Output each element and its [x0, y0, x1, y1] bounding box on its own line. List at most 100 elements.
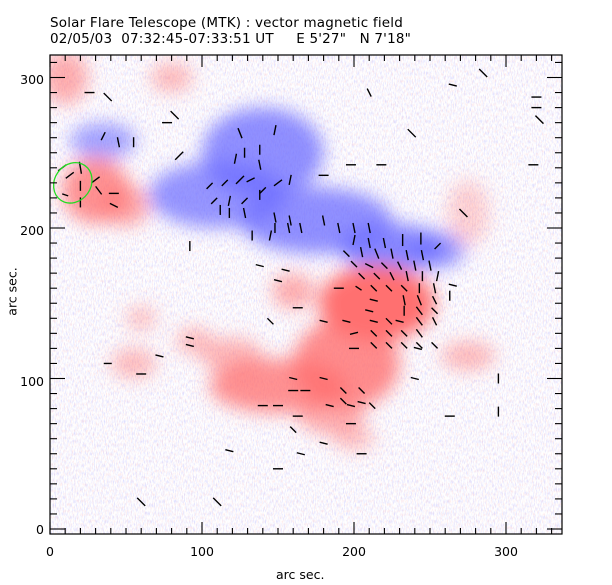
- positive-polarity-region: [103, 184, 149, 227]
- field-vector: [246, 177, 255, 183]
- field-vector: [91, 176, 101, 184]
- positive-polarity-region: [126, 306, 157, 331]
- field-vector: [370, 329, 378, 337]
- field-vector: [109, 202, 119, 209]
- field-vector: [431, 295, 438, 305]
- x-tick-label: 0: [46, 544, 54, 559]
- field-vector: [400, 329, 408, 337]
- field-vector: [410, 376, 419, 381]
- field-vector: [136, 497, 146, 507]
- field-vector: [369, 298, 378, 302]
- field-vector: [434, 242, 442, 250]
- field-vector: [352, 234, 356, 246]
- field-vector: [242, 207, 247, 219]
- field-vector: [373, 272, 381, 280]
- field-vector: [413, 260, 417, 271]
- field-vector: [400, 284, 408, 292]
- field-vector: [396, 261, 403, 270]
- field-vector: [233, 153, 238, 164]
- field-vector: [273, 125, 277, 136]
- field-vector: [366, 88, 372, 97]
- field-vector: [358, 272, 366, 280]
- field-vector: [95, 185, 103, 195]
- positive-polarity-region: [202, 337, 263, 374]
- field-vector: [382, 237, 387, 249]
- field-vector: [339, 397, 347, 405]
- chart-subtitle: 02/05/03 07:32:45-07:33:51 UT E 5'27" N …: [50, 31, 412, 47]
- field-vector: [342, 250, 350, 258]
- field-vector: [402, 295, 406, 306]
- field-vector: [258, 159, 262, 170]
- field-vector: [235, 175, 245, 185]
- field-vector: [448, 83, 457, 87]
- y-tick-label: 200: [20, 223, 44, 238]
- field-vector: [116, 137, 121, 148]
- field-vector: [65, 171, 75, 179]
- field-vector: [349, 331, 359, 336]
- field-vector: [390, 248, 394, 259]
- y-tick-label: 0: [36, 522, 44, 537]
- field-vector: [385, 329, 393, 337]
- field-vector: [405, 249, 409, 261]
- field-vector: [359, 246, 364, 258]
- positive-polarity-region: [110, 348, 157, 379]
- field-vector: [435, 271, 440, 282]
- positive-polarity-region: [50, 55, 88, 105]
- field-vector: [241, 197, 249, 205]
- field-vector: [273, 278, 283, 283]
- x-axis-label: arc sec.: [276, 567, 325, 582]
- field-vector: [367, 237, 371, 249]
- field-vector: [352, 222, 356, 234]
- field-vector: [415, 316, 423, 326]
- field-vector: [325, 403, 334, 408]
- field-vector: [428, 260, 432, 271]
- field-vector: [319, 441, 328, 445]
- chart-title: Solar Flare Telescope (MTK) : vector mag…: [50, 15, 403, 31]
- positive-polarity-region: [150, 62, 193, 93]
- field-vector: [478, 68, 488, 78]
- field-vector: [339, 387, 347, 395]
- field-vector: [342, 319, 351, 323]
- field-vector: [185, 343, 195, 348]
- x-tick-label: 300: [494, 544, 518, 559]
- field-vector: [103, 92, 113, 102]
- field-vector: [431, 341, 439, 349]
- field-vector: [100, 131, 106, 141]
- field-vector: [374, 248, 380, 259]
- field-vector: [458, 208, 468, 218]
- plot-frame: [49, 54, 563, 535]
- field-vector: [185, 336, 195, 340]
- field-vector: [385, 317, 393, 325]
- x-tick-label: 200: [342, 544, 366, 559]
- positive-polarity-region: [271, 273, 315, 310]
- field-vector: [174, 151, 184, 161]
- positive-polarity-region: [440, 340, 496, 371]
- field-vector: [431, 316, 438, 326]
- field-vector: [296, 452, 305, 456]
- field-vector: [273, 212, 277, 223]
- field-vector: [273, 179, 283, 187]
- field-vector: [227, 195, 232, 207]
- field-vector: [432, 283, 437, 294]
- field-vector: [448, 283, 457, 287]
- field-vector: [413, 346, 423, 351]
- field-vector: [212, 497, 222, 507]
- field-vector: [400, 341, 408, 349]
- field-vector: [389, 271, 395, 281]
- region-outline: [52, 162, 93, 204]
- positive-polarity-region: [176, 327, 213, 355]
- field-vector: [268, 230, 273, 241]
- field-vector: [346, 403, 356, 408]
- field-vector: [319, 376, 328, 381]
- field-vector: [385, 284, 393, 292]
- field-vector: [155, 354, 164, 358]
- field-vector: [210, 197, 218, 205]
- field-vector: [364, 262, 374, 269]
- y-tick-label: 100: [20, 374, 44, 389]
- field-vector: [416, 294, 423, 306]
- field-vector: [321, 215, 326, 226]
- x-tick-label: 100: [190, 544, 214, 559]
- field-vector: [368, 402, 376, 410]
- y-tick-label: 300: [20, 72, 44, 87]
